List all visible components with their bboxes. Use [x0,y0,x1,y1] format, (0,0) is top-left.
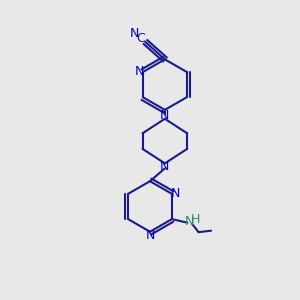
Text: N: N [145,229,155,242]
Text: N: N [171,187,180,200]
Text: C: C [136,32,145,45]
Text: N: N [185,215,194,228]
Text: N: N [160,109,170,122]
Text: N: N [130,27,140,40]
Text: N: N [160,160,170,173]
Text: N: N [135,65,144,79]
Text: H: H [190,213,200,226]
